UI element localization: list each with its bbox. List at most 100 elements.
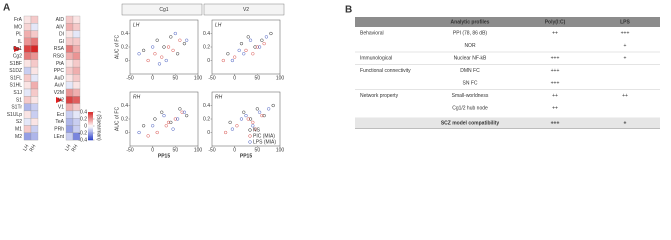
heatmap-cell <box>30 81 39 90</box>
x-tick-label: -50 <box>208 75 215 81</box>
panel-label: A <box>3 3 10 14</box>
heatmap-cell <box>72 110 81 119</box>
heatmap-cell <box>23 23 32 31</box>
scatter-point <box>173 31 177 36</box>
colorbar-step <box>88 113 93 116</box>
heatmap-cell <box>30 15 39 24</box>
table-summary: SCZ model compatibility <box>441 120 500 126</box>
scatter-point <box>169 35 173 39</box>
region-label: Ect <box>57 112 65 118</box>
scatter-point <box>146 134 150 138</box>
scatter-point <box>260 113 264 118</box>
y-tick-label: 0.2 <box>121 116 128 122</box>
colorbar-label: r (Spearman) <box>96 111 102 141</box>
x-tick-label: 50 <box>173 147 179 153</box>
heatmap-cell <box>30 96 39 104</box>
region-label: LEnt <box>54 134 65 140</box>
heatmap-cell <box>65 52 74 60</box>
scatter-point <box>166 120 171 125</box>
x-tick-label: 0 <box>233 75 236 81</box>
colorbar-tick-label: 0.4 <box>80 109 87 115</box>
scatter-point <box>242 52 246 56</box>
x-tick-label: 100 <box>194 147 203 153</box>
scatter-point <box>248 117 253 121</box>
column-header: Cg1 <box>159 7 168 13</box>
x-tick-label: -50 <box>126 75 133 81</box>
heatmap-cell <box>30 118 39 126</box>
heatmap-cell <box>30 45 39 53</box>
region-label: TeA <box>55 119 64 125</box>
table-section: Behavioral <box>360 31 384 37</box>
table-cell: +++ <box>551 56 560 62</box>
heatmap-cell <box>30 59 39 68</box>
table-header: LPS <box>620 19 630 25</box>
heatmap-cell <box>23 96 32 104</box>
table-cell: ++ <box>552 106 558 112</box>
scatter-point <box>162 45 166 49</box>
legend-label: NS <box>253 127 261 133</box>
table-cell: NOR <box>464 43 476 49</box>
region-label: RSG <box>53 53 64 59</box>
scatter-point <box>178 38 182 42</box>
colorbar-step <box>88 112 93 114</box>
heatmap-cell <box>65 96 74 104</box>
region-label: S1Tr <box>11 105 22 111</box>
scatter-point <box>155 130 159 135</box>
heatmap-cell <box>30 125 39 133</box>
table-section: Immunological <box>360 56 392 62</box>
y-tick-label: 0.4 <box>203 103 210 109</box>
table-cell: +++ <box>551 81 560 87</box>
y-tick-label: 0.2 <box>203 44 210 50</box>
y-tick-label: 0.2 <box>203 116 210 122</box>
table-summary: +++ <box>551 120 560 126</box>
region-label: AuD <box>54 75 64 81</box>
scatter-point <box>162 113 166 118</box>
column-label: LH <box>64 143 73 152</box>
heatmap-cell <box>72 52 81 60</box>
heatmap-cell <box>72 59 81 68</box>
heatmap-cell <box>30 30 39 39</box>
heatmap-cell <box>72 132 81 141</box>
y-tick-label: 0.2 <box>121 44 128 50</box>
scatter-point <box>166 45 171 49</box>
scatter-point <box>244 113 248 118</box>
table-cell: + <box>624 56 627 62</box>
scatter-point <box>235 124 239 128</box>
scatter-point <box>182 41 187 46</box>
heatmap-cell <box>65 59 74 68</box>
scatter-point <box>164 58 168 63</box>
colorbar-step <box>88 130 93 132</box>
heatmap-cell <box>23 110 32 119</box>
heatmap-cell <box>30 132 39 141</box>
scatter-point <box>246 35 250 39</box>
colorbar-step <box>88 124 93 127</box>
table-cell: Cg1/2 hub node <box>452 106 488 112</box>
y-tick-label: 0.4 <box>203 31 210 37</box>
region-label: DI <box>59 32 64 38</box>
region-label: AID <box>56 17 65 23</box>
scatter-point <box>271 103 275 108</box>
scatter-point <box>269 31 273 36</box>
heatmap-cell <box>30 37 39 46</box>
heatmap-cell <box>23 37 32 46</box>
region-label: S2 <box>16 119 22 125</box>
heatmap-cell <box>65 66 74 75</box>
y-tick-label: 0.4 <box>121 103 128 109</box>
heatmap-cell <box>30 88 39 97</box>
region-label: S1J <box>13 90 22 96</box>
region-label: RSA <box>54 46 65 52</box>
scatter-point <box>233 55 237 59</box>
panel-row-label: LH <box>215 22 222 28</box>
table-cell: PPI (78, 86 dB) <box>453 31 488 37</box>
heatmap-cell <box>23 88 32 97</box>
scatter-point <box>151 124 155 128</box>
region-label: Cg2 <box>13 53 22 59</box>
column-label: RH <box>29 143 38 153</box>
heatmap-cell <box>30 66 39 75</box>
scatter-point <box>178 107 182 111</box>
y-tick-label: 0 <box>207 130 210 136</box>
x-tick-label: 100 <box>276 147 285 153</box>
colorbar-step <box>88 116 93 118</box>
scatter-point <box>151 45 155 49</box>
heatmap-cell <box>30 110 39 119</box>
